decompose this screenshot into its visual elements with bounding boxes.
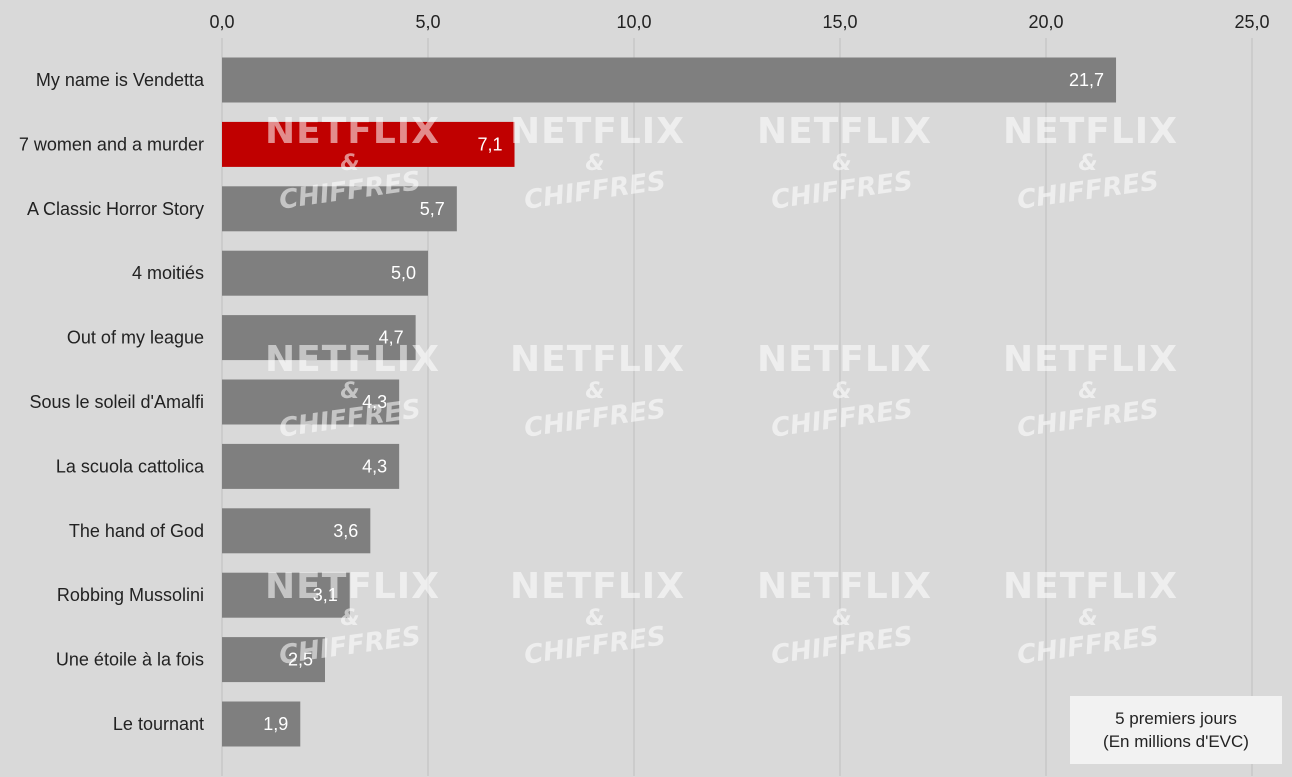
category-label: The hand of God (69, 521, 204, 541)
bar-value-label: 1,9 (263, 714, 288, 734)
bar (222, 701, 301, 747)
category-label: Robbing Mussolini (57, 585, 204, 605)
bar-value-label: 4,3 (362, 392, 387, 412)
category-label: Sous le soleil d'Amalfi (29, 392, 204, 412)
category-label: Out of my league (67, 328, 204, 348)
bar-value-label: 3,1 (313, 585, 338, 605)
bar (222, 508, 371, 554)
bar-value-label: 5,7 (420, 199, 445, 219)
x-tick-label: 0,0 (209, 12, 234, 32)
bar-value-label: 7,1 (477, 134, 502, 154)
bar (222, 443, 400, 489)
bar (222, 572, 350, 618)
category-label: 7 women and a murder (19, 134, 204, 154)
category-label: La scuola cattolica (56, 456, 205, 476)
legend-line-1: 5 premiers jours (1115, 709, 1237, 728)
bar (222, 250, 428, 296)
bar (222, 379, 400, 425)
x-tick-label: 20,0 (1028, 12, 1063, 32)
bar-value-label: 4,7 (379, 328, 404, 348)
category-label: Le tournant (113, 714, 204, 734)
bar (222, 315, 416, 361)
category-label: My name is Vendetta (36, 70, 205, 90)
category-label: A Classic Horror Story (27, 199, 204, 219)
x-tick-label: 15,0 (822, 12, 857, 32)
category-label: 4 moitiés (132, 263, 204, 283)
bar (222, 186, 457, 232)
bar-value-label: 4,3 (362, 456, 387, 476)
x-tick-label: 5,0 (415, 12, 440, 32)
bar-value-label: 3,6 (333, 521, 358, 541)
legend-box: 5 premiers jours (En millions d'EVC) (1070, 696, 1282, 764)
x-tick-label: 10,0 (616, 12, 651, 32)
bar-value-label: 2,5 (288, 650, 313, 670)
bar-value-label: 5,0 (391, 263, 416, 283)
bar (222, 121, 515, 167)
legend-line-2: (En millions d'EVC) (1103, 732, 1249, 751)
bar (222, 57, 1117, 103)
x-tick-label: 25,0 (1234, 12, 1269, 32)
bar (222, 637, 325, 683)
bar-value-label: 21,7 (1069, 70, 1104, 90)
category-label: Une étoile à la fois (56, 650, 204, 670)
